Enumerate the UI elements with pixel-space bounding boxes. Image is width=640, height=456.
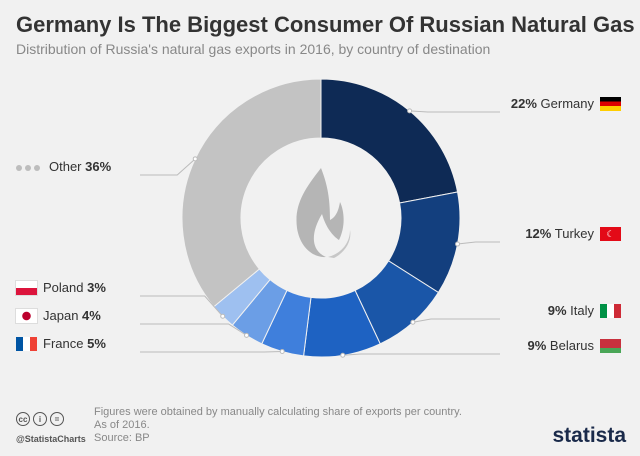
flame-icon (296, 168, 351, 258)
italy-flag-icon (600, 303, 621, 318)
leader-dot-poland (220, 313, 226, 319)
leader-line-turkey (457, 241, 500, 245)
label-turkey: 12% Turkey ☾ (525, 226, 621, 241)
leader-dot-belarus (340, 352, 346, 358)
germany-flag-icon (600, 96, 621, 111)
footer-notes: Figures were obtained by manually calcul… (94, 406, 462, 444)
poland-flag-icon (15, 279, 38, 296)
belarus-flag-icon (600, 338, 621, 353)
cc-icon: cc (16, 412, 30, 426)
label-other: Other 36% (16, 159, 111, 174)
leader-dot-turkey (455, 241, 461, 247)
leader-dot-france (279, 348, 285, 354)
leader-line-italy (412, 318, 500, 323)
chart-subtitle: Distribution of Russia's natural gas exp… (16, 41, 491, 57)
attribution-icon: i (33, 412, 47, 426)
japan-flag-icon (15, 307, 38, 324)
leader-line-belarus (342, 353, 500, 356)
label-france: France 5% (16, 336, 106, 351)
label-belarus: 9% Belarus (528, 338, 621, 353)
france-flag-icon (16, 336, 37, 351)
donut-hole (241, 138, 401, 298)
leader-line-japan (140, 323, 247, 336)
dots-icon (16, 159, 43, 174)
leader-dot-japan (244, 332, 250, 338)
turkey-flag-icon: ☾ (600, 226, 621, 241)
creative-commons-icons: cc i = (16, 412, 64, 426)
label-japan: Japan 4% (15, 307, 101, 324)
chart-title: Germany Is The Biggest Consumer Of Russi… (16, 12, 635, 37)
leader-dot-italy (410, 319, 416, 325)
leader-line-poland (140, 295, 224, 317)
twitter-handle: @StatistaCharts (16, 434, 86, 444)
label-poland: Poland 3% (15, 279, 106, 296)
label-italy: 9% Italy (548, 303, 621, 318)
label-germany: 22% Germany (511, 96, 621, 111)
statista-logo[interactable]: statista (552, 424, 626, 447)
leader-line-other (140, 158, 196, 176)
leader-dot-other (192, 156, 198, 162)
leader-dot-germany (407, 108, 413, 114)
leader-line-france (140, 350, 283, 353)
leader-line-germany (409, 110, 500, 113)
no-derivatives-icon: = (50, 412, 64, 426)
